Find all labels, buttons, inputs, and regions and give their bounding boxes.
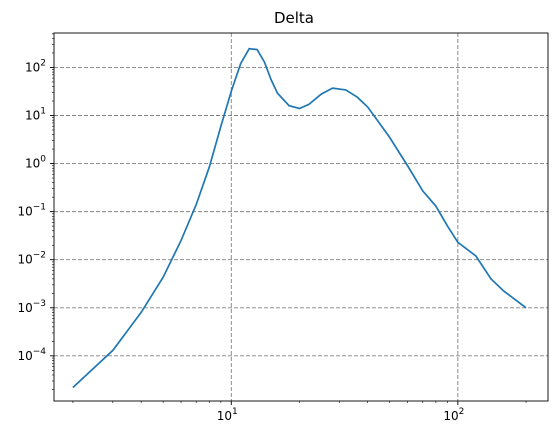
y-tick-label: 10−1 [17,203,46,219]
chart-title: Delta [274,9,314,27]
y-tick-label: 10−2 [17,251,46,267]
x-tick-label: 101 [217,407,238,423]
y-tick-label: 101 [25,106,46,122]
y-tick-label: 10−3 [17,299,46,315]
grid-lines [54,33,548,401]
series-line [72,47,527,389]
axis-ticks: 101 102 10−4 10−3 10−2 10−1 100 101 102 [17,33,527,423]
x-tick-label: 102 [443,407,464,423]
y-tick-label: 100 [25,155,46,171]
y-tick-label: 102 [25,58,46,74]
plot-frame [53,32,549,402]
y-tick-label: 10−4 [17,347,46,363]
